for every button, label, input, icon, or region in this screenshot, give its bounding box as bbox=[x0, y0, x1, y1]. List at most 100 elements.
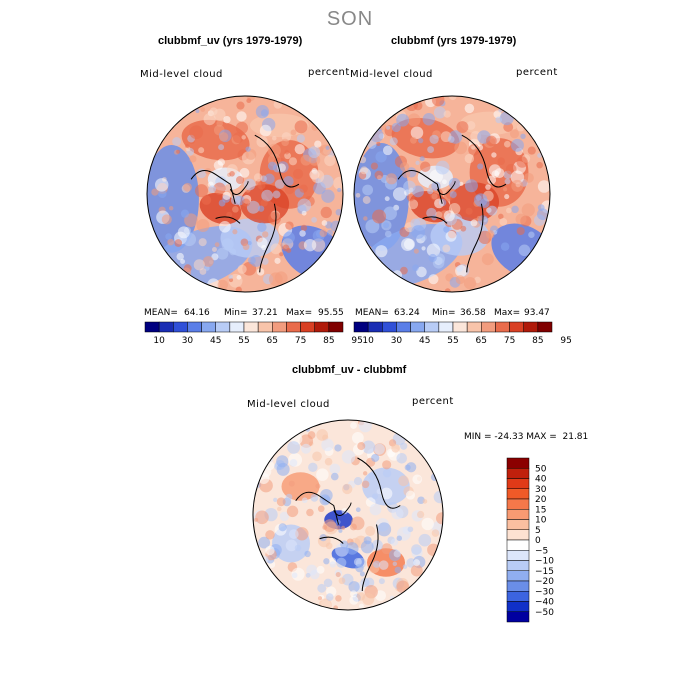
panel-3-colorbar-swatch bbox=[506, 591, 530, 602]
panel-2-colorbar-swatch bbox=[367, 321, 383, 333]
panel-1-units-label: percent bbox=[308, 67, 350, 78]
panel-3-colorbar-tick: 20 bbox=[535, 495, 547, 505]
panel-1-mean-value: 64.16 bbox=[184, 308, 210, 318]
panel-3-colorbar-swatch bbox=[506, 611, 530, 623]
panel-3-colorbar-tick: 50 bbox=[535, 464, 547, 474]
panel-3-colorbar-tick: 15 bbox=[535, 505, 546, 515]
panel-3-colorbar-tick: −30 bbox=[535, 587, 554, 597]
panel-1-colorbar-swatch bbox=[257, 321, 273, 333]
panel-3-min-max-stats: MIN = -24.33 MAX = 21.81 bbox=[464, 432, 589, 442]
panel-1-min-label: Min= bbox=[224, 308, 248, 318]
panel-1-colorbar-tick: 10 bbox=[153, 336, 165, 346]
panel-2-colorbar-swatch bbox=[523, 321, 539, 333]
map-1-outline bbox=[146, 95, 344, 293]
panel-2-colorbar-tick: 45 bbox=[419, 336, 430, 346]
panel-2-colorbar-swatch bbox=[509, 321, 524, 333]
panel-3-colorbar-swatch bbox=[506, 498, 530, 510]
panel-3-colorbar-swatch bbox=[506, 457, 530, 469]
panel-3-colorbar-tick: −50 bbox=[535, 608, 554, 618]
panel-2-mean-label: MEAN= bbox=[355, 308, 389, 318]
panel-1-colorbar-swatch bbox=[229, 321, 245, 333]
panel-3-colorbar-tick: −20 bbox=[535, 577, 554, 587]
panel-3-colorbar-tick: −10 bbox=[535, 557, 554, 567]
panel-3-colorbar-swatch bbox=[506, 570, 530, 582]
panel-2-colorbar-swatch bbox=[466, 321, 482, 333]
panel-2-colorbar-swatch bbox=[382, 321, 397, 333]
panel-2-colorbar-swatch bbox=[353, 321, 369, 333]
panel-2-colorbar-swatch bbox=[424, 321, 440, 333]
panel-3-colorbar-swatch bbox=[506, 488, 530, 500]
panel-1-colorbar-tick: 85 bbox=[323, 336, 334, 346]
panel-1-colorbar-swatch bbox=[328, 321, 344, 333]
panel-3-colorbar-tick: 10 bbox=[535, 516, 547, 526]
panel-2-colorbar-tick: 95 bbox=[560, 336, 571, 346]
panel-3-colorbar-tick: 0 bbox=[535, 536, 541, 546]
panel-1-colorbar-tick: 95 bbox=[351, 336, 362, 346]
panel-2-min-label: Min= bbox=[432, 308, 456, 318]
panel-1-colorbar-swatch bbox=[286, 321, 301, 333]
panel-3-colorbar-tick: −40 bbox=[535, 598, 554, 608]
map-1-field bbox=[147, 96, 343, 292]
panel-1-colorbar-swatch bbox=[187, 321, 202, 333]
panel-2-min-value: 36.58 bbox=[460, 308, 486, 318]
panel-1-mean-label: MEAN= bbox=[144, 308, 178, 318]
panel-2-colorbar-tick: 55 bbox=[447, 336, 458, 346]
panel-2-max-label: Max= bbox=[494, 308, 521, 318]
panel-2-colorbar-swatch bbox=[438, 321, 454, 333]
panel-1-colorbar-tick: 75 bbox=[295, 336, 306, 346]
panel-2-colorbar-swatch bbox=[410, 321, 425, 333]
panel-3-units-label: percent bbox=[412, 396, 454, 407]
panel-2-colorbar-tick: 75 bbox=[504, 336, 515, 346]
panel-3-colorbar-swatch bbox=[506, 509, 530, 520]
panel-1-colorbar-tick: 30 bbox=[182, 336, 194, 346]
panel-1-max-label: Max= bbox=[286, 308, 313, 318]
panel-2-units-label: percent bbox=[516, 67, 558, 78]
map-3-outline bbox=[252, 419, 444, 611]
panel-1-min-value: 37.21 bbox=[252, 308, 278, 318]
panel-2-variable-label: Mid-level cloud bbox=[350, 69, 433, 80]
panel-1-colorbar-swatch bbox=[215, 321, 231, 333]
panel-1-variable-label: Mid-level cloud bbox=[140, 69, 223, 80]
panel-1-colorbar-tick: 65 bbox=[267, 336, 278, 346]
panel-3-colorbar-tick: 40 bbox=[535, 475, 547, 485]
panel-1-colorbar-swatch bbox=[314, 321, 330, 333]
panel-1-colorbar-swatch bbox=[144, 321, 160, 333]
panel-3-colorbar-swatch bbox=[506, 478, 530, 489]
panel-2-colorbar-swatch bbox=[452, 321, 468, 333]
panel-3-title: clubbmf_uv - clubbmf bbox=[292, 364, 407, 376]
panel-3-colorbar-swatch bbox=[506, 550, 530, 561]
panel-2-max-value: 93.47 bbox=[524, 308, 550, 318]
panel-3-colorbar-tick: −5 bbox=[535, 546, 548, 556]
map-2-outline bbox=[353, 95, 551, 293]
panel-3-colorbar-swatch bbox=[506, 539, 530, 551]
panel-3-colorbar-swatch bbox=[506, 519, 530, 530]
panel-1-colorbar-tick: 55 bbox=[238, 336, 249, 346]
panel-2-title: clubbmf (yrs 1979-1979) bbox=[391, 35, 517, 47]
panel-3-colorbar-tick: 30 bbox=[535, 485, 547, 495]
panel-2-colorbar-tick: 30 bbox=[391, 336, 403, 346]
panel-1-title: clubbmf_uv (yrs 1979-1979) bbox=[158, 35, 303, 47]
panel-1-colorbar-swatch bbox=[173, 321, 188, 333]
panel-3-colorbar-tick: −15 bbox=[535, 567, 554, 577]
panel-3-colorbar-swatch bbox=[506, 601, 530, 612]
panel-2-colorbar-swatch bbox=[495, 321, 510, 333]
panel-2-colorbar-swatch bbox=[396, 321, 411, 333]
panel-3-variable-label: Mid-level cloud bbox=[247, 399, 330, 410]
panel-3-colorbar-tick: 5 bbox=[535, 526, 541, 536]
map-3-field bbox=[253, 420, 443, 610]
panel-2-colorbar-swatch bbox=[481, 321, 496, 333]
panel-1-colorbar-swatch bbox=[158, 321, 174, 333]
panel-3-colorbar-swatch bbox=[506, 560, 530, 571]
panel-1-colorbar-swatch bbox=[300, 321, 315, 333]
panel-3-colorbar-swatch bbox=[506, 580, 530, 592]
panel-1-colorbar-tick: 45 bbox=[210, 336, 221, 346]
panel-2-colorbar-swatch bbox=[537, 321, 553, 333]
panel-1-colorbar-swatch bbox=[201, 321, 216, 333]
panel-2-mean-value: 63.24 bbox=[394, 308, 420, 318]
panel-3-colorbar-swatch bbox=[506, 529, 530, 541]
panel-1-colorbar-swatch bbox=[272, 321, 287, 333]
panel-2-colorbar-tick: 65 bbox=[476, 336, 487, 346]
panel-1-colorbar-swatch bbox=[243, 321, 259, 333]
season-title: SON bbox=[326, 8, 374, 30]
